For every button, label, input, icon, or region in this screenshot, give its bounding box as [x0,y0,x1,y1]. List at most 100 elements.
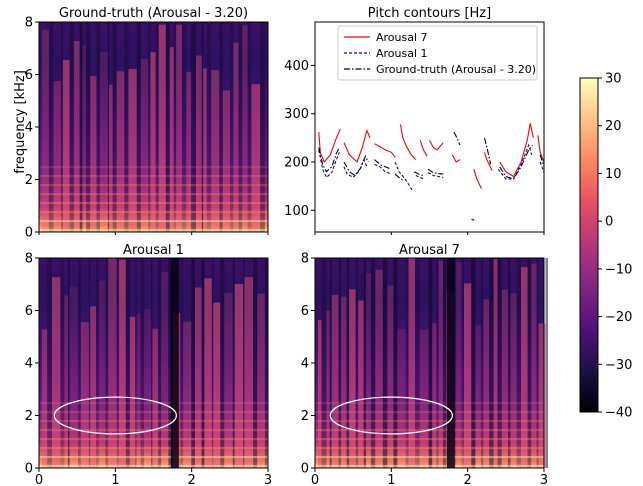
spectral-band [128,69,137,232]
x-tick-label: 1 [387,473,395,486]
harmonic-band [39,184,268,187]
spectral-band [257,293,265,468]
y-tick-label: 8 [25,252,33,267]
y-tick-label: 8 [301,252,309,267]
spectral-band [52,277,61,468]
colorbar-tick-label: 20 [605,119,622,134]
colorbar: 30 20 10 0 −10 −20 −30 −40 [579,72,632,421]
spectral-gap [480,258,484,468]
pitch-series-2 [483,137,492,165]
x-tick-label: 0 [35,473,43,486]
y-tick-label: 8 [25,16,33,31]
spectral-gap [232,258,235,468]
y-tick-label: 6 [25,304,33,319]
x-ticks: 0 1 2 3 [311,468,548,486]
spectral-band [152,328,159,468]
spectral-gap [219,22,223,232]
pitch-series-0 [499,123,534,178]
spectral-gap [69,22,74,232]
spectral-band [224,292,233,468]
x-ticks: 0 1 2 3 [35,468,272,486]
spectrogram-arousal-7 [315,258,548,468]
silence-band [446,258,455,468]
y-tick-label: 6 [25,68,33,83]
spectral-gap [181,22,187,232]
spectral-band [222,90,230,233]
pitch-series-2 [343,154,369,177]
y-tick-label: 100 [284,204,309,219]
spectrogram-background [39,258,268,468]
pitch-series-0 [343,128,371,163]
pitch-series-1 [394,161,414,192]
pitch-series-1 [374,163,392,175]
colorbar-tick-label: 0 [605,215,613,230]
spectral-band [64,295,68,468]
x-tick-label: 3 [264,473,272,486]
y-ticks: 100 200 300 400 [284,59,315,219]
harmonic-band [39,465,268,468]
panel-arousal-7: 0 2 4 6 8 0 1 2 3 Arousal 7 [301,243,548,486]
spectral-gap [116,258,119,468]
spectral-band [140,58,149,233]
pitch-series-0 [483,152,493,171]
spectral-gap [155,22,159,232]
spectral-band [397,328,406,468]
colorbar-tick-label: −10 [605,262,632,277]
spectral-gap [96,258,99,468]
chart-title: Ground-truth (Arousal - 3.20) [59,6,248,21]
spectral-gap [79,22,83,232]
spectral-gap [88,258,91,468]
spectral-band [211,70,220,232]
spectral-band [158,24,166,232]
spectral-band [251,84,261,232]
y-tick-label: 4 [25,357,33,372]
spectral-gap [471,258,476,468]
spectral-gap [363,258,366,468]
spectral-gap [180,258,184,468]
spectral-gap [206,22,212,232]
y-ticks: 0 2 4 6 8 [301,252,315,477]
spectral-gap [201,22,204,232]
spectral-gap [497,258,502,468]
spectral-gap [508,258,511,468]
spectral-gap [173,22,177,232]
spectral-band [150,52,156,233]
spectral-gap [68,258,70,468]
pitch-series-0 [318,128,341,164]
y-tick-label: 4 [301,357,309,372]
harmonic-band [39,166,268,169]
harmonic-band [39,193,268,196]
spectral-band [109,84,113,232]
y-tick-label: 200 [284,156,309,171]
spectral-band [69,286,79,468]
pitch-series-1 [471,218,476,222]
spectral-band [42,29,49,232]
colorbar-tick-label: −30 [605,358,632,373]
spectral-band [483,299,490,468]
spectral-band [136,313,141,468]
spectral-gap [405,258,409,468]
legend-label-ground-truth: Ground-truth (Arousal - 3.20) [376,63,536,76]
spectral-band [119,259,126,468]
colorbar-tick-label: 30 [605,72,622,87]
pitch-series-2 [394,173,404,181]
spectral-gap [124,22,129,232]
spectral-gap [168,258,174,468]
spectral-band [531,263,537,468]
spectral-band [318,320,322,468]
harmonic-band [39,220,268,223]
spectral-band [204,278,212,468]
spectral-band [169,47,174,232]
x-tick-label: 1 [111,473,119,486]
legend: Arousal 7 Arousal 1 Ground-truth (Arousa… [337,25,538,81]
spectral-gap [158,258,162,468]
chart-title: Pitch contours [Hz] [368,6,491,21]
x-ticks [314,232,545,235]
harmonic-band [39,420,268,423]
harmonic-band [315,447,544,450]
axes-frame [314,21,545,233]
spectral-gap [461,258,464,468]
pitch-series-2 [453,131,461,146]
pitch-series-0 [537,135,545,163]
